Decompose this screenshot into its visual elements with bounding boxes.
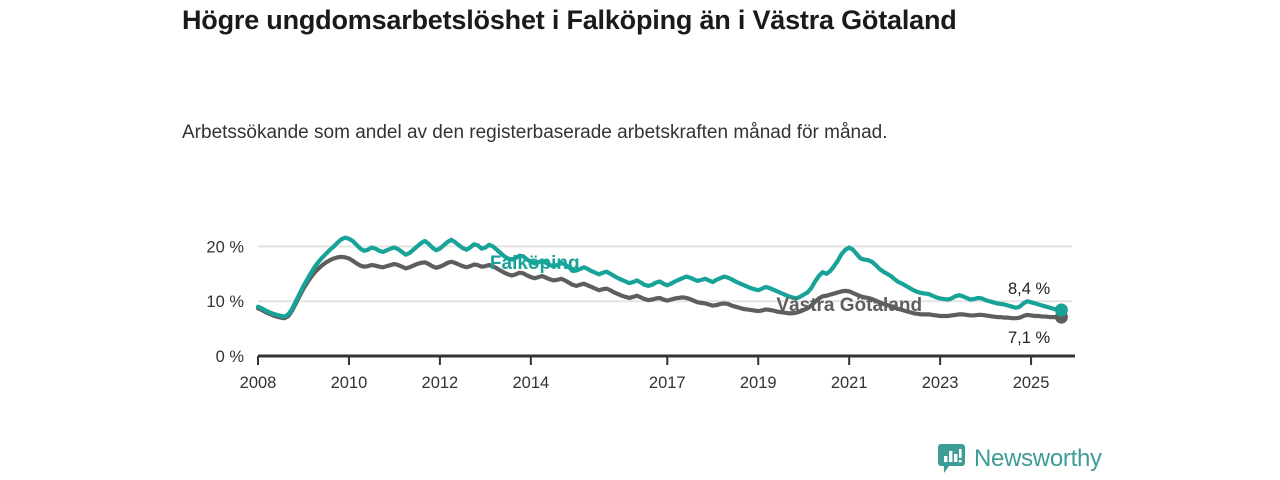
line-chart: 0 % 10 % 20 % 2008 2010 2012 2014 2017 2019 2021… bbox=[0, 212, 1280, 392]
value-label: 8,4 % bbox=[1008, 280, 1051, 298]
x-tick-label: 2025 bbox=[1013, 374, 1050, 392]
chart-svg: 0 % 10 % 20 % 2008 2010 2012 2014 2017 2019 2021… bbox=[206, 235, 1075, 392]
page-title: Högre ungdomsarbetslöshet i Falköping än… bbox=[182, 5, 957, 35]
gridlines bbox=[258, 245, 1072, 303]
y-tick-label: 10 % bbox=[206, 293, 244, 311]
x-tick-label: 2021 bbox=[831, 374, 868, 392]
page-subtitle: Arbetssökande som andel av den registerb… bbox=[182, 122, 888, 143]
y-tick-label: 0 % bbox=[216, 348, 245, 366]
footer-brand: Newsworthy bbox=[938, 444, 1102, 474]
series-label: Västra Götaland bbox=[776, 295, 922, 316]
x-tick-label: 2014 bbox=[512, 374, 549, 392]
value-label: 7,1 % bbox=[1008, 329, 1051, 347]
end-marker-falkoping bbox=[1054, 303, 1068, 317]
x-axis-labels: 2008 2010 2012 2014 2017 2019 2021 2023 2025 bbox=[240, 374, 1050, 392]
series-line-falkoping bbox=[255, 235, 1064, 319]
x-tick-label: 2017 bbox=[649, 374, 686, 392]
y-tick-label: 20 % bbox=[206, 238, 244, 256]
end-point-markers bbox=[1054, 303, 1068, 324]
series-lines bbox=[255, 235, 1064, 321]
y-axis-labels: 0 % 10 % 20 % bbox=[206, 238, 244, 366]
chart-annotations: Falköping Västra Götaland 8,4 % 7,1 % bbox=[490, 253, 1051, 347]
x-tick-label: 2023 bbox=[922, 374, 959, 392]
x-tick-label: 2012 bbox=[422, 374, 459, 392]
brand-name: Newsworthy bbox=[974, 445, 1102, 472]
x-tick-label: 2008 bbox=[240, 374, 277, 392]
bar-chart-speech-bubble-icon bbox=[938, 444, 965, 474]
series-line-vastra-gotaland bbox=[255, 254, 1064, 321]
x-tick-label: 2019 bbox=[740, 374, 777, 392]
series-label: Falköping bbox=[490, 253, 580, 274]
x-tick-label: 2010 bbox=[331, 374, 368, 392]
